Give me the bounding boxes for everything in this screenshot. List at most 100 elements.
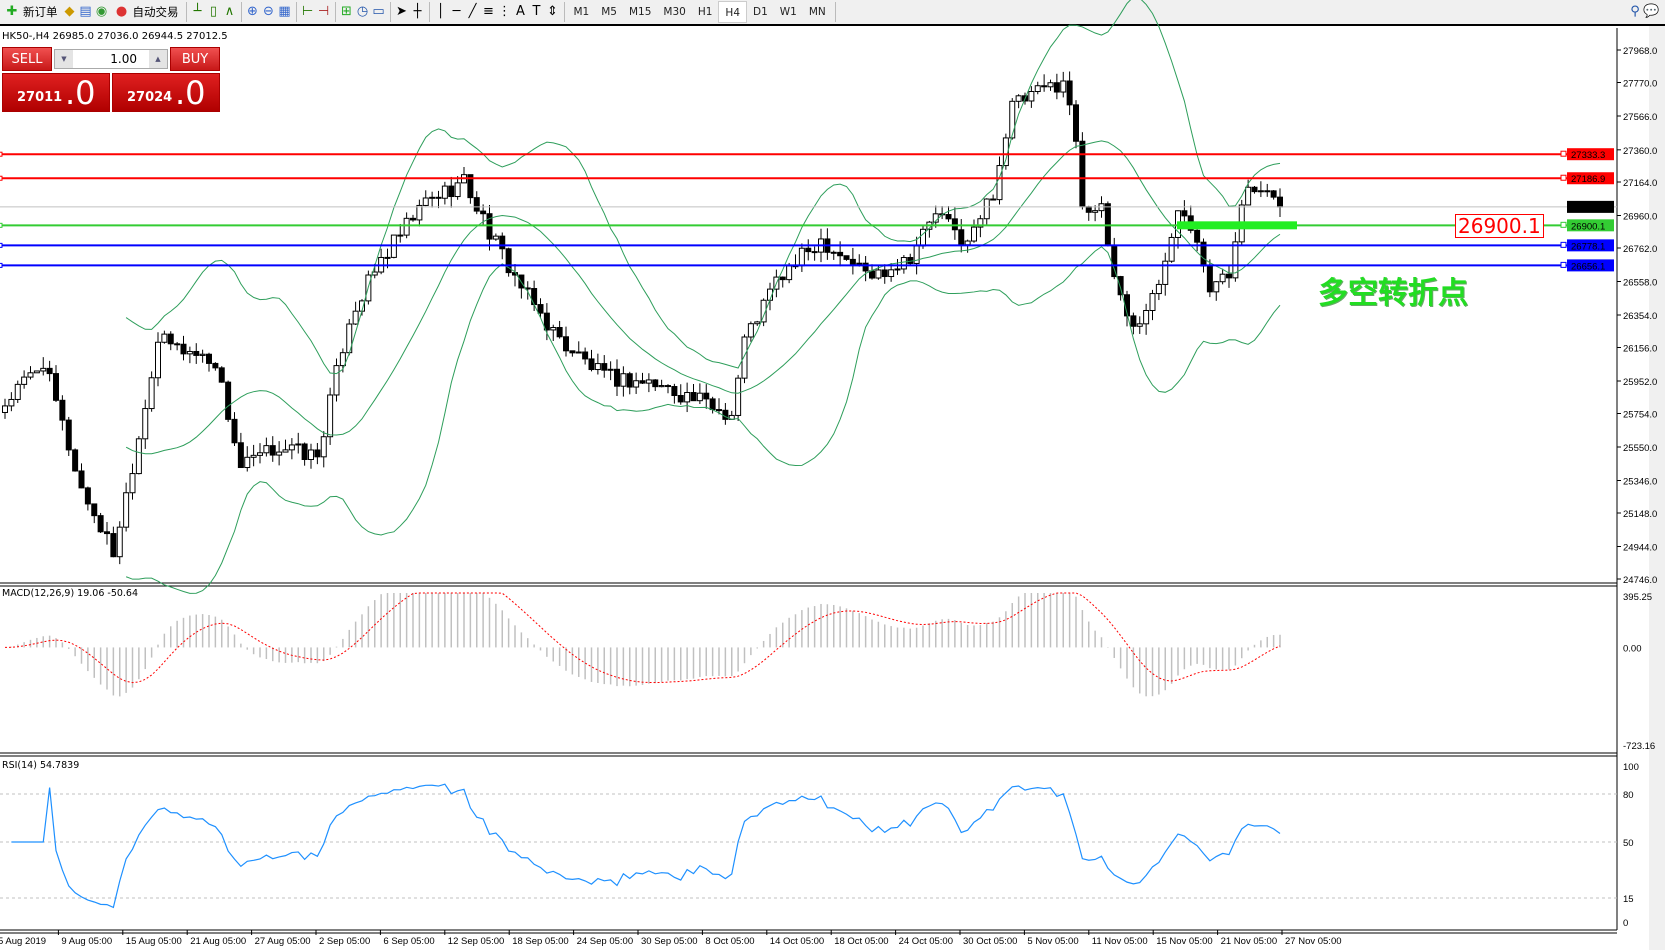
candlestick-icon[interactable]: ▯: [209, 4, 218, 19]
time-tick-label: 15 Aug 05:00: [126, 936, 182, 947]
candle: [543, 312, 550, 331]
navigator-icon[interactable]: ▤: [79, 4, 92, 19]
trendline-icon[interactable]: ╱: [468, 4, 477, 19]
timeframe-m5[interactable]: M5: [601, 6, 617, 18]
macd-tick-label: 0.00: [1623, 643, 1642, 654]
candle: [849, 258, 856, 265]
market-watch-icon[interactable]: ◆: [64, 4, 75, 19]
candle: [958, 229, 965, 246]
arrows-icon[interactable]: ⇕: [547, 4, 558, 19]
price-tick-label: 25754.0: [1623, 410, 1657, 421]
candle: [1245, 186, 1252, 206]
candle: [320, 436, 327, 458]
candle: [786, 265, 793, 281]
macd-signal-line: [4, 592, 1281, 684]
candle: [588, 358, 595, 371]
text-label-icon[interactable]: T: [532, 4, 541, 19]
candle: [1066, 80, 1073, 106]
candle: [1162, 260, 1169, 285]
fibonacci-icon[interactable]: ⋮: [498, 4, 511, 19]
candle: [996, 165, 1003, 201]
candle: [422, 197, 429, 206]
candle: [1047, 82, 1054, 88]
candle: [869, 270, 875, 279]
timeframe-m15[interactable]: M15: [629, 6, 652, 18]
candle: [1168, 236, 1175, 262]
candle: [27, 372, 34, 378]
candle: [161, 333, 168, 343]
chat-icon[interactable]: 💬: [1643, 4, 1660, 19]
periods-icon[interactable]: ◷: [356, 4, 369, 19]
timeframe-m30[interactable]: M30: [663, 6, 686, 18]
candle: [14, 383, 21, 400]
new-order-button[interactable]: ✚ 新订单: [0, 1, 62, 23]
timeframe-h4[interactable]: H4: [718, 1, 747, 23]
rsi-tick-label: 100: [1623, 762, 1639, 773]
rsi-tick-label: 0: [1623, 918, 1628, 929]
candle: [8, 398, 15, 407]
candle: [951, 218, 958, 231]
timeframe-h1[interactable]: H1: [697, 6, 713, 18]
signals-icon[interactable]: ◉: [95, 4, 108, 19]
macd-tick-label: -723.16: [1623, 741, 1655, 752]
candle: [837, 251, 844, 257]
candle: [429, 196, 436, 199]
lot-size-input[interactable]: ▼ 1.00 ▲: [54, 49, 168, 69]
auto-scroll-icon[interactable]: ⊣: [317, 4, 330, 19]
candle: [180, 343, 187, 355]
zoom-out-icon[interactable]: ⊖: [263, 4, 274, 19]
candle: [480, 210, 487, 215]
text-icon[interactable]: A: [516, 4, 525, 19]
lot-increase-button[interactable]: ▲: [149, 50, 167, 68]
templates-icon[interactable]: ▭: [372, 4, 385, 19]
buy-price-button[interactable]: 27024 .0: [112, 73, 220, 112]
toolbar: ✚ 新订单 ◆ ▤ ◉ ● 自动交易 ┴ ▯ ∧ ⊕ ⊖ ▦ ⊢ ⊣ ⊞ ◷ ▭ ➤…: [0, 0, 1665, 26]
candle: [1155, 283, 1162, 295]
sell-button[interactable]: SELL: [2, 47, 52, 71]
candle: [250, 454, 257, 458]
zoom-in-icon[interactable]: ⊕: [247, 4, 258, 19]
candle: [308, 449, 314, 460]
candle: [314, 449, 321, 458]
tile-windows-icon[interactable]: ▦: [278, 4, 291, 19]
search-icon[interactable]: ⚲: [1630, 4, 1640, 19]
auto-trading-button[interactable]: ● 自动交易: [110, 1, 183, 23]
timeframe-d1[interactable]: D1: [753, 6, 768, 18]
timeframe-m1[interactable]: M1: [573, 6, 590, 18]
bar-chart-icon[interactable]: ┴: [193, 4, 202, 19]
candle: [747, 323, 754, 338]
crosshair-icon[interactable]: ┼: [413, 4, 422, 19]
candle: [1219, 273, 1226, 283]
price-tick-label: 27164.0: [1623, 178, 1657, 189]
equidistant-channel-icon[interactable]: ≡: [483, 4, 494, 19]
time-tick-label: 30 Oct 05:00: [963, 936, 1017, 947]
turning-point-annotation[interactable]: 多空转折点: [1318, 276, 1468, 311]
candle: [155, 341, 161, 379]
line-chart-icon[interactable]: ∧: [224, 4, 235, 19]
timeframe-w1[interactable]: W1: [779, 6, 797, 18]
candle: [416, 204, 423, 221]
candle: [671, 386, 678, 397]
price-tick-label: 26960.0: [1623, 211, 1657, 222]
indicators-icon[interactable]: ⊞: [341, 4, 352, 19]
candle: [582, 351, 589, 360]
horizontal-line-icon[interactable]: ─: [452, 4, 461, 19]
time-tick-label: 18 Oct 05:00: [834, 936, 888, 947]
candle: [652, 379, 659, 388]
vertical-line-icon[interactable]: │: [436, 4, 445, 19]
cursor-icon[interactable]: ➤: [396, 4, 407, 19]
lot-decrease-button[interactable]: ▼: [55, 50, 73, 68]
price-note-label[interactable]: 26900.1: [1455, 214, 1544, 238]
candle: [148, 377, 155, 410]
buy-button[interactable]: BUY: [170, 47, 220, 71]
candle: [78, 470, 85, 489]
separator: [389, 2, 391, 22]
candle: [1085, 206, 1092, 213]
horizontal-line-price-label: 27186.9: [1571, 174, 1605, 185]
timeframe-mn[interactable]: MN: [808, 6, 826, 18]
bid-price-tag: [1567, 200, 1614, 213]
chart-shift-icon[interactable]: ⊢: [301, 4, 314, 19]
candle: [881, 269, 888, 278]
sell-price-button[interactable]: 27011 .0: [2, 73, 110, 112]
